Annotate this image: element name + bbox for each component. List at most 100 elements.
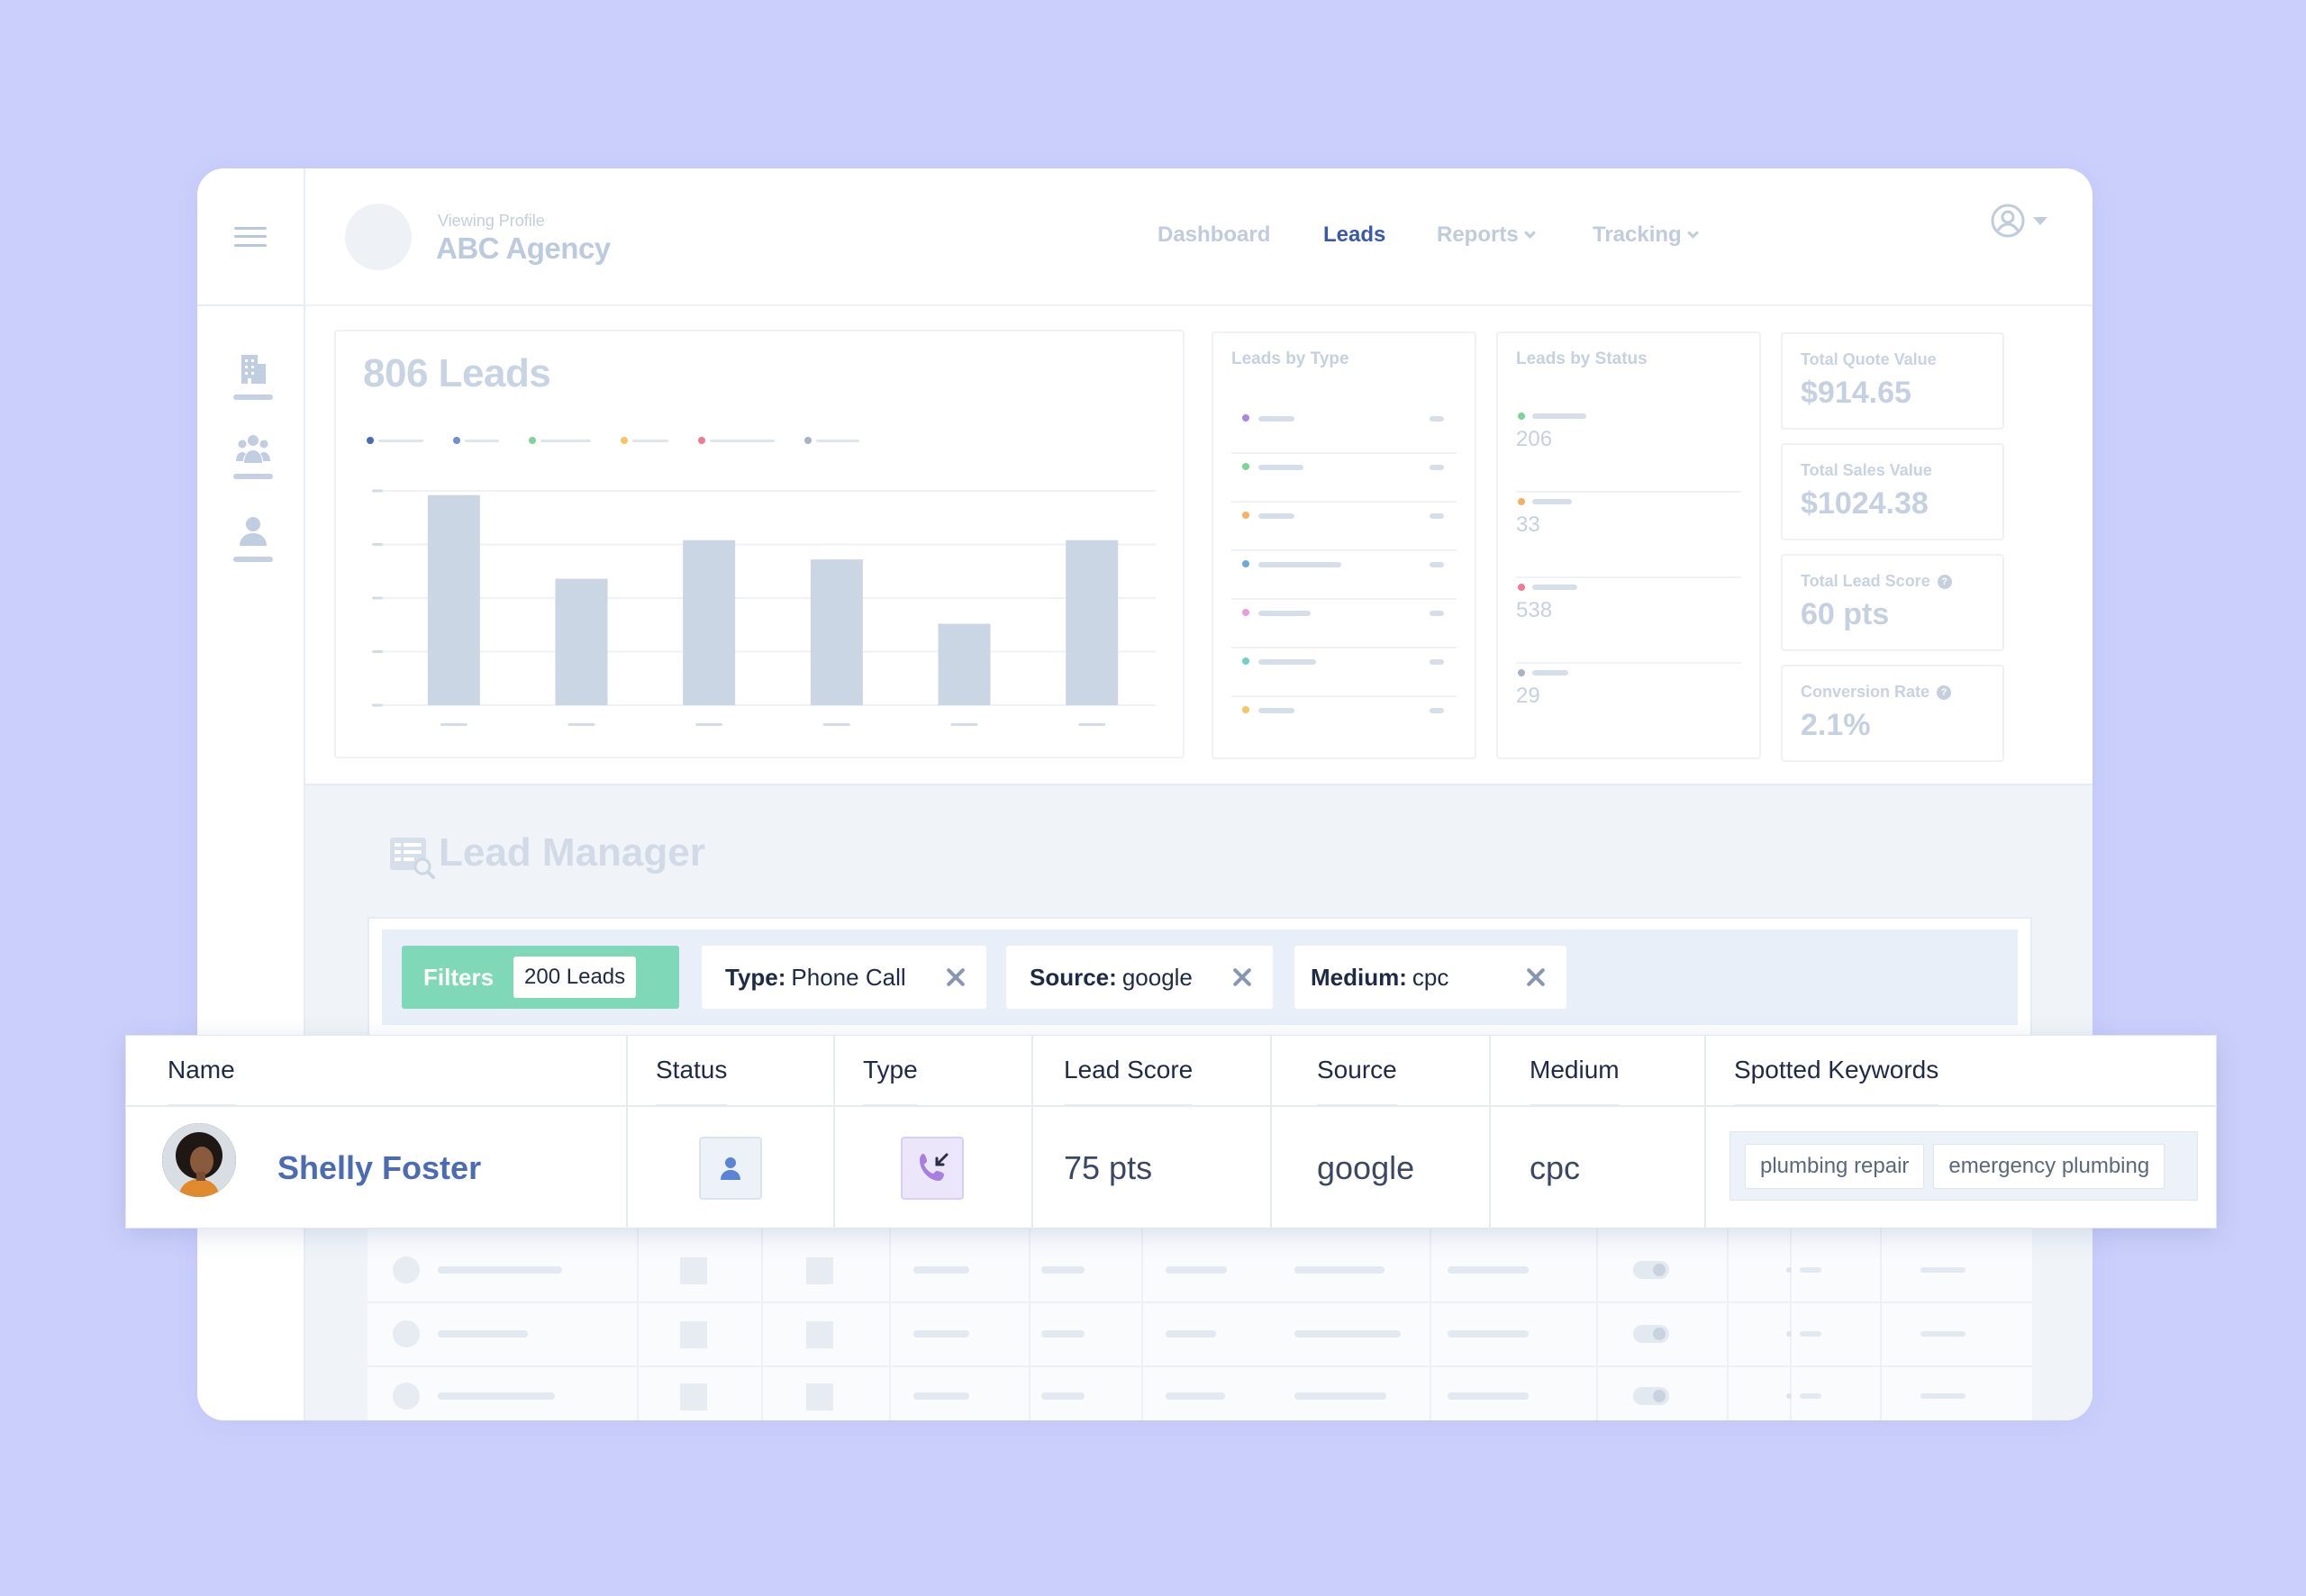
type-value-placeholder (1430, 708, 1444, 713)
nav-tracking-label: Tracking (1593, 222, 1682, 247)
person-icon[interactable] (699, 1136, 762, 1200)
ghost-text (1041, 1266, 1085, 1274)
type-value-placeholder (1430, 416, 1444, 422)
medium-cell: cpc (1530, 1148, 1581, 1186)
x-tick-label (567, 723, 595, 726)
ghost-toggle-knob (1653, 1264, 1666, 1276)
chart-bar (555, 578, 608, 705)
menu-icon[interactable] (234, 226, 267, 247)
column-header-medium[interactable]: Medium (1530, 1036, 1620, 1106)
column-header-name[interactable]: Name (168, 1036, 235, 1106)
keyword-tag[interactable]: plumbing repair (1745, 1143, 1925, 1189)
close-icon[interactable] (945, 966, 967, 988)
type-label-placeholder (1258, 708, 1294, 713)
stat-label-row: Total Lead Score? (1801, 572, 1952, 591)
nav-dashboard-label: Dashboard (1158, 222, 1271, 247)
ghost-text (913, 1266, 969, 1274)
filter-bar: Filters 200 Leads Type: Phone Call Source… (382, 929, 2018, 1025)
column-header-lead-score[interactable]: Lead Score (1064, 1036, 1194, 1106)
chart-bar (1066, 540, 1119, 705)
nav-reports[interactable]: Reports (1437, 222, 1536, 248)
status-row: 33 (1516, 493, 1741, 578)
total-lead-score-card: Total Lead Score? 60 pts (1781, 554, 2004, 651)
legend-label-placeholder (540, 440, 591, 442)
status-label-placeholder (1532, 670, 1568, 676)
filter-chip-medium[interactable]: Medium: cpc (1294, 946, 1566, 1009)
legend-label-placeholder (632, 440, 668, 442)
ghost-text (1920, 1393, 1966, 1399)
y-tick (372, 489, 383, 493)
x-tick-label (822, 723, 850, 726)
ghost-text (438, 1392, 555, 1400)
nav-reports-label: Reports (1437, 222, 1519, 247)
legend-dot (529, 437, 536, 444)
help-icon[interactable]: ? (1937, 685, 1952, 700)
incoming-call-icon[interactable] (901, 1136, 964, 1200)
y-tick (372, 596, 383, 600)
person-glyph (721, 1156, 740, 1180)
chart-bar (683, 540, 736, 705)
status-row: 29 (1516, 664, 1741, 749)
column-divider (1270, 1036, 1272, 1229)
nav-dashboard[interactable]: Dashboard (1158, 222, 1270, 248)
header-divider (126, 1105, 2216, 1107)
ghost-icon (680, 1321, 707, 1348)
account-icon (1991, 204, 2025, 238)
sidebar-item-team[interactable] (233, 432, 273, 479)
leads-chart-panel: 806 Leads (334, 330, 1185, 758)
keyword-tag[interactable]: emergency plumbing (1933, 1143, 2165, 1189)
column-divider (833, 1036, 835, 1229)
nav-tracking[interactable]: Tracking (1593, 222, 1699, 248)
agency-name[interactable]: ABC Agency (436, 231, 611, 265)
status-cell (699, 1106, 762, 1229)
user-icon (240, 517, 267, 546)
filter-chip-type[interactable]: Type: Phone Call (702, 946, 986, 1009)
legend-dot (367, 437, 374, 444)
column-header-source[interactable]: Source (1317, 1036, 1397, 1106)
column-header-spotted-keywords[interactable]: Spotted Keywords (1734, 1036, 1939, 1106)
nav-leads-label: Leads (1323, 222, 1386, 247)
column-header-type[interactable]: Type (863, 1036, 918, 1106)
stat-value: 60 pts (1801, 597, 1890, 631)
legend-dot (1242, 414, 1249, 422)
legend-dot (453, 437, 460, 444)
legend-dot (1242, 657, 1249, 665)
sidebar-item-users[interactable] (233, 515, 273, 562)
nav-leads[interactable]: Leads (1323, 222, 1385, 248)
type-value-placeholder (1430, 465, 1444, 470)
chevron-down-icon (1686, 227, 1699, 239)
ghost-icon (806, 1383, 833, 1410)
ghost-dot (1786, 1393, 1792, 1399)
viewing-profile-label: Viewing Profile (438, 212, 545, 230)
stat-value: $1024.38 (1801, 486, 1929, 521)
placeholder-rows (368, 1203, 2032, 1420)
filter-chip-value: Phone Call (791, 963, 906, 991)
column-header-status[interactable]: Status (656, 1036, 728, 1106)
sidebar-item-agencies[interactable] (233, 353, 273, 400)
close-icon[interactable] (1525, 966, 1547, 988)
leads-by-type-label: Leads by Type (1231, 349, 1349, 368)
ghost-text (1448, 1266, 1529, 1274)
filter-chip-value: google (1121, 963, 1193, 991)
type-row (1231, 405, 1457, 454)
status-label-placeholder (1532, 499, 1572, 504)
type-value-placeholder (1430, 611, 1444, 616)
legend-dot (1518, 498, 1525, 505)
sidebar (197, 168, 305, 1420)
y-tick (372, 543, 383, 546)
help-icon[interactable]: ? (1937, 574, 1952, 589)
lead-name-link[interactable]: Shelly Foster (277, 1148, 482, 1186)
stat-value: $914.65 (1801, 376, 1911, 410)
type-label-placeholder (1258, 562, 1341, 567)
ghost-toggle-knob (1653, 1328, 1666, 1340)
legend-dot (1518, 669, 1525, 676)
type-row (1231, 551, 1457, 600)
user-menu[interactable] (1990, 203, 2047, 239)
stat-label-row: Conversion Rate? (1801, 683, 1952, 702)
legend-dot (1242, 706, 1249, 713)
close-icon[interactable] (1231, 966, 1253, 988)
ghost-text (438, 1330, 528, 1338)
ghost-text (913, 1392, 969, 1400)
filter-chip-source[interactable]: Source: google (1006, 946, 1273, 1009)
filters-button[interactable]: Filters 200 Leads (402, 946, 679, 1009)
